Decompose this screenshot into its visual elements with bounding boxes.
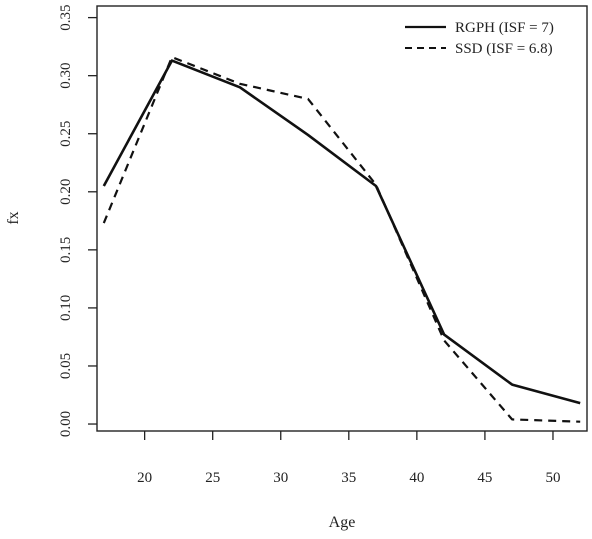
y-tick-label-4: 0.20 <box>58 179 74 205</box>
x-axis: 20 25 30 35 40 45 50 <box>137 431 560 486</box>
y-tick-label-2: 0.10 <box>58 295 74 321</box>
x-tick-label-50: 50 <box>545 470 560 486</box>
y-tick-label-1: 0.05 <box>58 353 74 379</box>
y-axis: 0.00 0.05 0.10 0.15 0.20 0.25 0.30 0.35 <box>58 4 97 437</box>
x-tick-label-40: 40 <box>409 470 424 486</box>
x-axis-title: Age <box>329 514 356 531</box>
x-tick-label-25: 25 <box>205 470 220 486</box>
series-layer <box>102 55 581 423</box>
series-line-rgph <box>102 59 581 405</box>
legend-label-0: RGPH (ISF = 7) <box>455 20 554 36</box>
y-tick-label-5: 0.25 <box>58 121 74 147</box>
x-tick-label-20: 20 <box>137 470 152 486</box>
series-line-ssd <box>102 55 581 423</box>
y-tick-label-6: 0.30 <box>58 63 74 89</box>
y-axis-title: fx <box>5 211 22 224</box>
x-tick-label-35: 35 <box>341 470 356 486</box>
x-tick-label-45: 45 <box>477 470 492 486</box>
y-tick-label-3: 0.15 <box>58 237 74 263</box>
legend: RGPH (ISF = 7) SSD (ISF = 6.8) <box>405 20 554 57</box>
y-tick-label-0: 0.00 <box>58 411 74 437</box>
plot-frame <box>96 5 588 432</box>
legend-label-1: SSD (ISF = 6.8) <box>455 41 553 57</box>
y-tick-label-7: 0.35 <box>58 4 74 30</box>
x-tick-label-30: 30 <box>273 470 288 486</box>
